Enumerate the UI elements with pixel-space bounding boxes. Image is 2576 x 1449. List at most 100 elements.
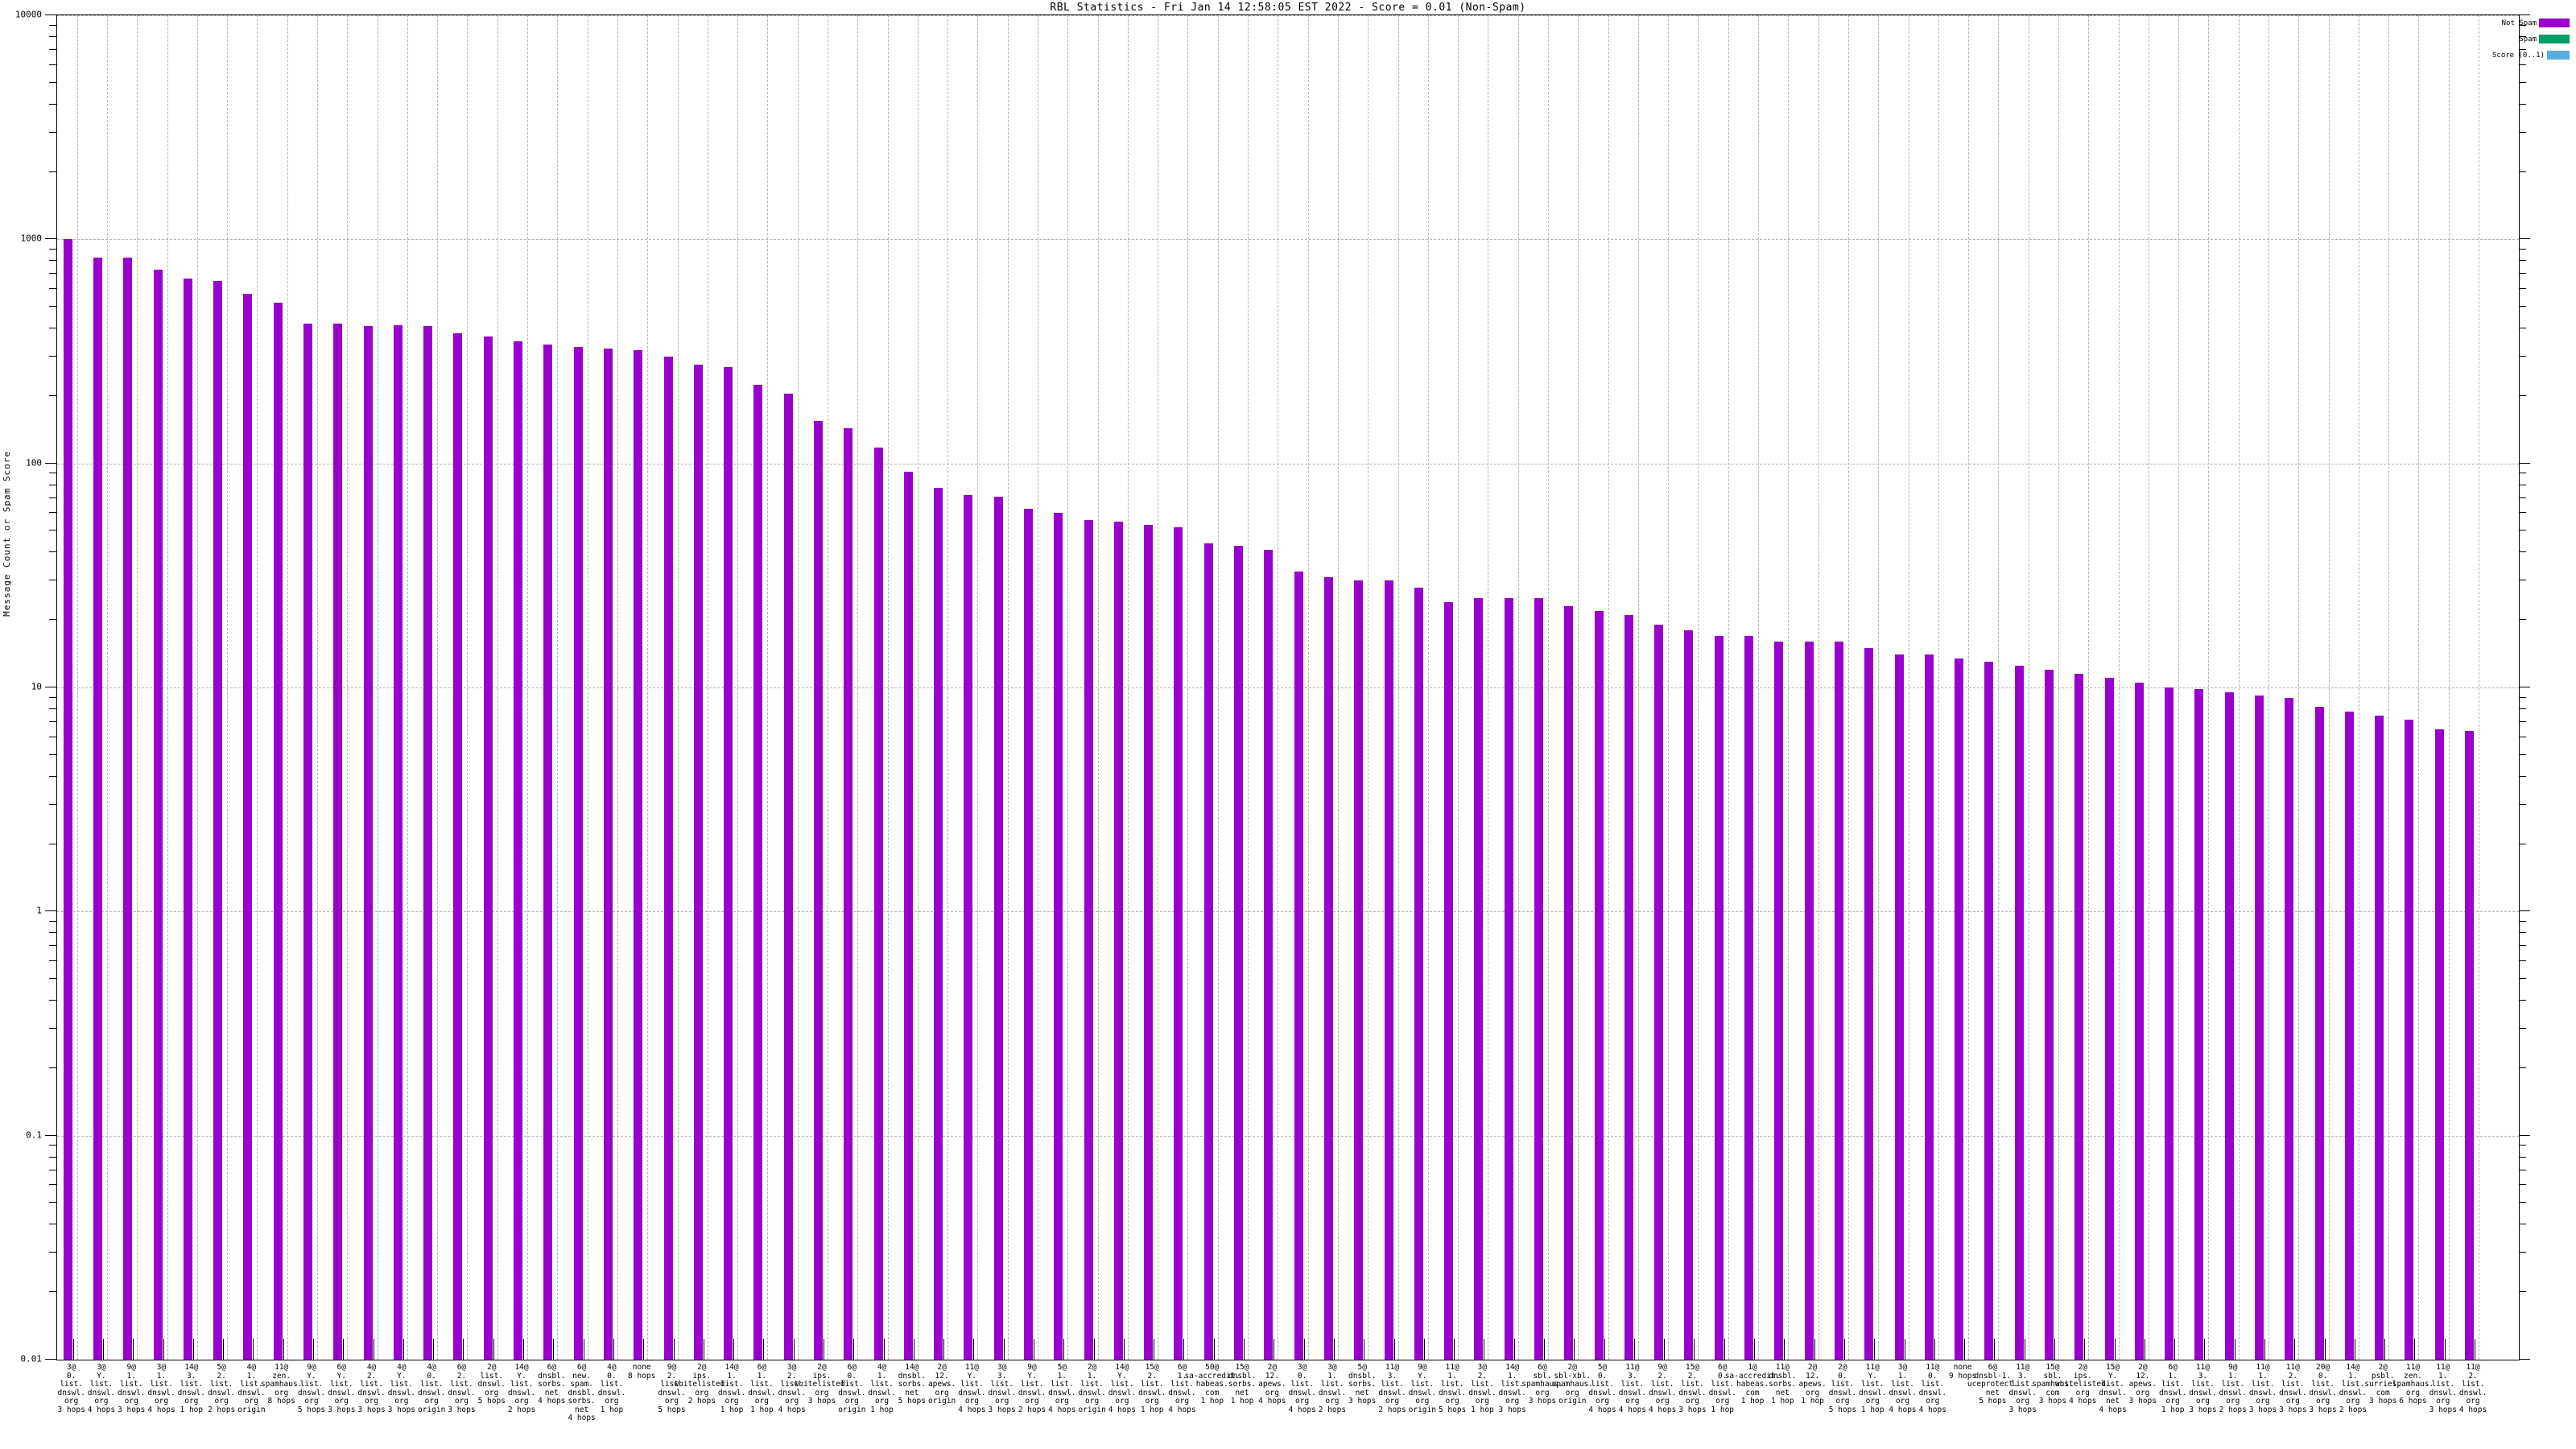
x-axis-label: 4@ 2. list. dnswl. org 3 hops xyxy=(357,1363,386,1414)
y-tick-major-right xyxy=(2520,1359,2530,1360)
x-axis-label: 3@ 2. list. dnswl. org 1 hop xyxy=(1468,1363,1496,1414)
y-tick-minor xyxy=(49,960,56,962)
y-tick-minor-right xyxy=(2520,1184,2526,1186)
gridline-vertical xyxy=(1758,15,1760,1360)
gridline-vertical xyxy=(917,15,919,1360)
y-tick-minor xyxy=(49,921,56,923)
x-tick xyxy=(523,1339,525,1360)
gridline-vertical xyxy=(1847,15,1849,1360)
y-tick-minor-right xyxy=(2520,721,2526,723)
bar xyxy=(634,350,643,1360)
y-tick-minor-right xyxy=(2520,775,2526,777)
x-axis-label: 9@ Y. list. dnswl. org 5 hops xyxy=(297,1363,326,1414)
x-tick xyxy=(1423,1339,1425,1360)
gridline-vertical xyxy=(2118,15,2120,1360)
bar xyxy=(873,447,883,1360)
x-tick xyxy=(343,1339,345,1360)
gridline-vertical xyxy=(2448,15,2450,1360)
x-axis-label: 6@ dnsbl-1. uceprotect. net 5 hops xyxy=(1967,1363,2018,1406)
x-tick xyxy=(763,1339,765,1360)
x-axis-label: 6@ 1. list. dnswl. org 1 hop xyxy=(748,1363,776,1414)
x-tick xyxy=(2084,1339,2086,1360)
gridline-vertical xyxy=(2328,15,2330,1360)
x-axis-label: 11@ zen. spamhaus. org 8 hops xyxy=(260,1363,303,1406)
bar xyxy=(1054,513,1063,1360)
gridline-vertical xyxy=(227,15,229,1360)
bar xyxy=(1534,598,1543,1360)
y-tick-minor xyxy=(49,288,56,290)
gridline-vertical xyxy=(1608,15,1609,1360)
bar xyxy=(1654,625,1664,1360)
y-tick-minor-right xyxy=(2520,497,2526,498)
x-tick xyxy=(2054,1339,2055,1360)
x-tick xyxy=(1604,1339,1605,1360)
x-axis-label: 3@ 0. list. dnswl. org 3 hops xyxy=(57,1363,85,1414)
y-tick-major-right xyxy=(2520,462,2530,464)
x-axis-label: 11@ 0. list. dnswl. org 4 hops xyxy=(1918,1363,1946,1414)
gridline-vertical xyxy=(797,15,799,1360)
plot-inner xyxy=(57,15,2519,1360)
legend-swatch xyxy=(2547,51,2570,60)
bar xyxy=(783,393,793,1360)
bar xyxy=(753,384,763,1360)
bar xyxy=(1624,615,1633,1360)
x-axis-label: 2@ 12. apews. org 3 hops xyxy=(2128,1363,2157,1406)
y-tick-minor xyxy=(49,497,56,498)
legend-label: Not Spam xyxy=(2501,19,2537,27)
bar xyxy=(2285,697,2294,1360)
x-axis-label: 6@ 2. list. dnswl. org 3 hops xyxy=(448,1363,476,1414)
y-tick-minor-right xyxy=(2520,288,2526,290)
x-axis-label: 6@ 0. list. dnswl. org origin xyxy=(838,1363,866,1414)
legend-label: Spam xyxy=(2519,35,2537,43)
gridline-vertical xyxy=(167,15,168,1360)
y-tick-major-right xyxy=(2520,910,2530,912)
x-axis-label: 2@ sbl-xbl. spamhaus. org origin xyxy=(1551,1363,1594,1406)
bar xyxy=(2314,707,2324,1360)
bar xyxy=(243,294,253,1360)
y-tick-minor xyxy=(49,273,56,275)
right-axis-ticks xyxy=(2520,14,2531,1360)
x-tick xyxy=(2114,1339,2116,1360)
x-axis-label: 3@ 1. list. dnswl. org 4 hops xyxy=(147,1363,175,1414)
gridline-vertical xyxy=(137,15,138,1360)
bar xyxy=(1894,654,1904,1360)
x-tick xyxy=(72,1339,74,1360)
y-tick-minor xyxy=(49,619,56,621)
y-tick-minor xyxy=(49,978,56,980)
x-tick xyxy=(1303,1339,1305,1360)
y-tick-minor xyxy=(49,1027,56,1029)
gridline-vertical xyxy=(2298,15,2300,1360)
y-tick-minor xyxy=(49,131,56,133)
bar xyxy=(2375,715,2384,1360)
y-tick-minor xyxy=(49,696,56,698)
x-tick xyxy=(733,1339,735,1360)
y-tick-label: 0.01 xyxy=(20,1353,43,1364)
x-axis-label: 2@ 0. list. dnswl. org 5 hops xyxy=(1828,1363,1857,1414)
bar xyxy=(393,324,402,1360)
bar xyxy=(1084,519,1093,1360)
x-axis-label: 2@ list. dnswl. org 5 hops xyxy=(477,1363,506,1406)
gridline-vertical xyxy=(2268,15,2269,1360)
bar xyxy=(2465,730,2475,1360)
bar xyxy=(2194,689,2204,1360)
x-tick xyxy=(1814,1339,1815,1360)
bar xyxy=(273,303,283,1360)
x-tick xyxy=(2174,1339,2176,1360)
gridline-vertical xyxy=(106,15,108,1360)
y-tick-label: 1000 xyxy=(20,233,43,244)
x-tick xyxy=(1513,1339,1515,1360)
y-tick-minor xyxy=(49,932,56,934)
x-axis-label: 6@ sbl. spamhaus. org 3 hops xyxy=(1521,1363,1563,1406)
y-tick-minor xyxy=(49,81,56,83)
bar xyxy=(813,420,823,1360)
x-tick xyxy=(1874,1339,1876,1360)
y-tick-minor-right xyxy=(2520,131,2526,133)
x-tick xyxy=(2324,1339,2326,1360)
bar xyxy=(1414,587,1423,1360)
gridline-vertical xyxy=(407,15,408,1360)
bar xyxy=(2405,719,2414,1360)
legend-item: Score (0..1) xyxy=(2492,48,2570,62)
x-tick xyxy=(1784,1339,1785,1360)
bar xyxy=(1234,545,1244,1360)
gridline-vertical xyxy=(437,15,439,1360)
